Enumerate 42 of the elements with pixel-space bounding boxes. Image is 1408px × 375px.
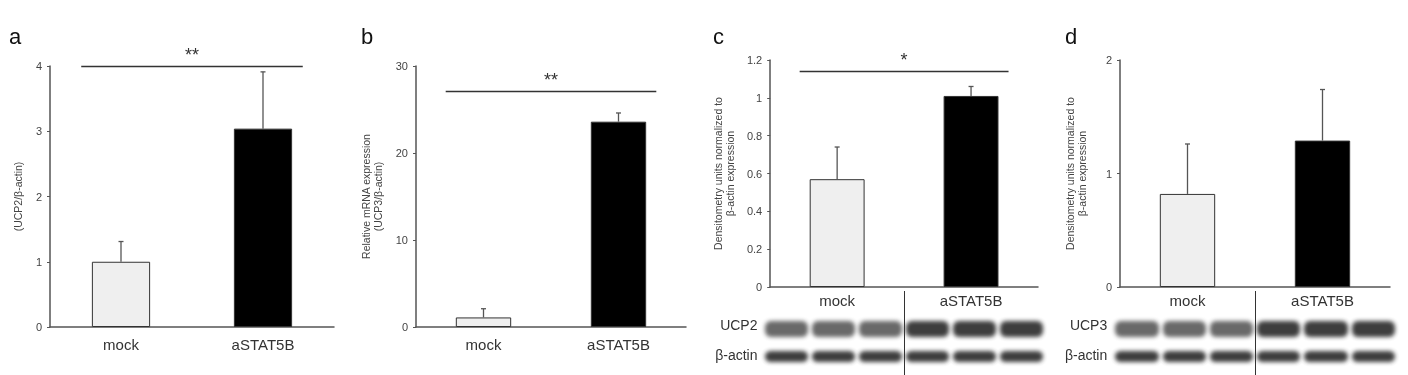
ref-line-label: **	[543, 70, 559, 91]
y-tick-label: 0.8	[746, 129, 763, 142]
ref-line-label: **	[184, 45, 200, 65]
y-axis-title: Densitometry units normalized to β-actin expression	[712, 96, 736, 250]
y-tick-label: 0	[1105, 281, 1112, 293]
y-tick-label: 1	[756, 91, 763, 104]
y-tick-label: 2	[1105, 54, 1112, 66]
text: UCP3	[1068, 317, 1108, 333]
x-tick-label: mock	[103, 336, 140, 353]
y-tick-label: 2	[35, 190, 42, 203]
x-tick-label: aSTAT5B	[231, 336, 295, 353]
text: β-actin	[714, 347, 758, 363]
y-tick-label: 0.4	[746, 205, 763, 218]
y-tick-label: 0	[756, 281, 763, 293]
ref-line-label: *	[900, 50, 908, 71]
y-axis-title: Densitometry units normalized to β-actin expression	[1064, 96, 1088, 250]
y-tick-label: 0	[401, 321, 408, 333]
y-tick-label: 1	[35, 255, 42, 268]
y-axis-title: (UCP2/β-actin)	[12, 161, 24, 232]
y-tick-label: 30	[395, 60, 408, 72]
x-tick-label: aSTAT5B	[939, 292, 1003, 309]
chart-title: c	[713, 23, 724, 49]
x-tick-label: mock	[1169, 292, 1206, 309]
text: β-actin	[1063, 347, 1108, 363]
y-tick-label: 0	[35, 321, 42, 333]
x-tick-label: aSTAT5B	[1291, 292, 1354, 309]
text: UCP2	[719, 317, 758, 333]
y-tick-label: 1.2	[746, 54, 763, 66]
y-tick-label: 10	[395, 234, 408, 246]
y-tick-label: 0.2	[746, 243, 763, 256]
x-tick-label: mock	[465, 336, 502, 353]
x-tick-label: mock	[819, 292, 856, 309]
y-tick-label: 4	[35, 60, 42, 72]
chart-title: d	[1065, 23, 1078, 49]
y-tick-label: 20	[395, 147, 408, 159]
y-axis-title: Relative mRNA expression (UCP3/β-actin)	[360, 133, 384, 259]
x-tick-label: aSTAT5B	[587, 336, 650, 353]
y-tick-label: 0.6	[746, 167, 763, 180]
chart-title: a	[9, 23, 22, 49]
y-tick-label: 1	[1105, 167, 1112, 180]
y-tick-label: 3	[35, 125, 42, 138]
chart-title: b	[361, 23, 374, 49]
